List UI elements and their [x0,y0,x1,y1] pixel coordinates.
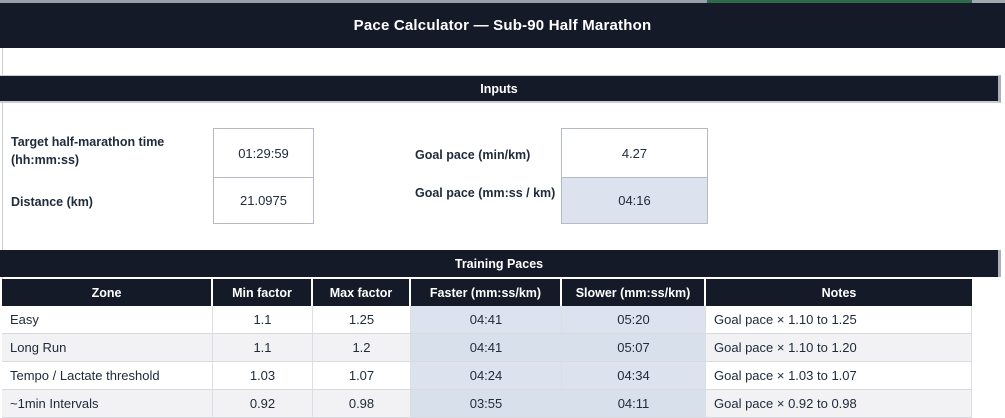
table-row: ~1min Intervals 0.92 0.98 03:55 04:11 Go… [2,390,972,418]
slower-pace-cell: 05:20 [562,306,706,334]
slower-pace-cell: 04:34 [562,362,706,390]
max-factor-cell: 1.2 [313,334,411,362]
inputs-section-title: Inputs [480,81,518,96]
goal-pace-min-cell[interactable]: 4.27 [561,128,708,178]
notes-cell: Goal pace × 1.10 to 1.20 [706,334,972,362]
max-factor-cell: 1.25 [313,306,411,334]
notes-cell: Goal pace × 1.10 to 1.25 [706,306,972,334]
header-zone: Zone [2,279,213,306]
table-body: Easy 1.1 1.25 04:41 05:20 Goal pace × 1.… [2,306,972,418]
zone-cell: ~1min Intervals [2,390,213,418]
goal-pace-mmss-cell[interactable]: 04:16 [561,177,708,224]
table-row: Easy 1.1 1.25 04:41 05:20 Goal pace × 1.… [2,306,972,334]
zone-cell: Tempo / Lactate threshold [2,362,213,390]
top-gridline-segment [0,0,707,3]
faster-pace-cell: 04:41 [411,334,562,362]
inputs-section-header: Inputs [0,75,1001,103]
target-time-cell[interactable]: 01:29:59 [213,128,314,178]
target-time-label: Target half-marathon time (hh:mm:ss) [11,135,165,168]
table-row: Tempo / Lactate threshold 1.03 1.07 04:2… [2,362,972,390]
top-selection-border-segment [707,0,972,3]
slower-pace-cell: 04:11 [562,390,706,418]
faster-pace-cell: 04:41 [411,306,562,334]
header-notes: Notes [706,279,972,306]
min-factor-cell: 0.92 [213,390,313,418]
top-gridline-segment [972,0,1005,3]
faster-pace-cell: 04:24 [411,362,562,390]
title-bar: Pace Calculator — Sub-90 Half Marathon [0,3,1005,48]
distance-cell[interactable]: 21.0975 [213,177,314,224]
max-factor-cell: 1.07 [313,362,411,390]
page-title: Pace Calculator — Sub-90 Half Marathon [353,17,652,34]
notes-cell: Goal pace × 0.92 to 0.98 [706,390,972,418]
zone-cell: Easy [2,306,213,334]
distance-label: Distance (km) [11,195,93,209]
goal-pace-min-label: Goal pace (min/km) [415,148,531,162]
notes-cell: Goal pace × 1.03 to 1.07 [706,362,972,390]
min-factor-cell: 1.1 [213,334,313,362]
zone-cell: Long Run [2,334,213,362]
table-row: Long Run 1.1 1.2 04:41 05:07 Goal pace ×… [2,334,972,362]
header-max-factor: Max factor [313,279,411,306]
table-header-row: Zone Min factor Max factor Faster (mm:ss… [2,279,972,306]
min-factor-cell: 1.03 [213,362,313,390]
goal-pace-mmss-label: Goal pace (mm:ss / km) [415,186,556,200]
header-min-factor: Min factor [213,279,313,306]
sheet-left-gridline [2,48,3,407]
training-paces-section-header: Training Paces [0,250,1001,277]
training-paces-section-title: Training Paces [454,256,544,271]
faster-pace-cell: 03:55 [411,390,562,418]
header-faster: Faster (mm:ss/km) [411,279,562,306]
header-slower: Slower (mm:ss/km) [562,279,706,306]
max-factor-cell: 0.98 [313,390,411,418]
slower-pace-cell: 05:07 [562,334,706,362]
min-factor-cell: 1.1 [213,306,313,334]
